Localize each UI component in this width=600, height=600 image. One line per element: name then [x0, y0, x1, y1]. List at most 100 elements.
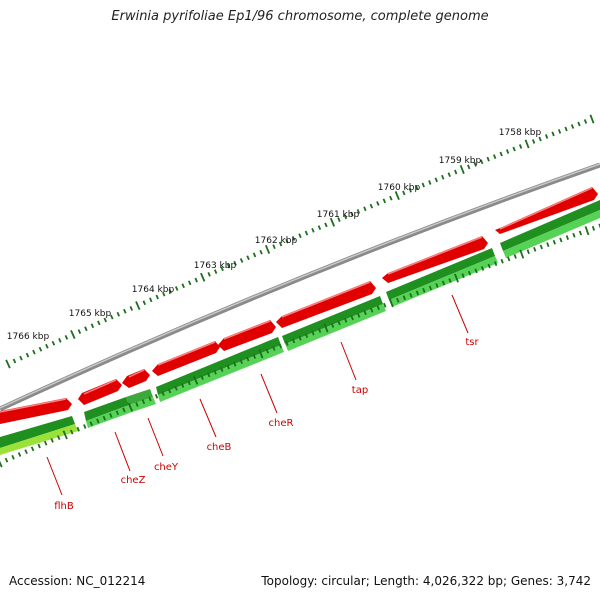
ruler-tick — [97, 320, 101, 326]
ruler-tick — [207, 372, 211, 378]
ruler-tick — [546, 242, 550, 248]
ruler-tick — [428, 180, 432, 185]
ruler-tick — [291, 236, 296, 241]
ruler-label: 1761 kbp — [317, 210, 360, 220]
label-pointer — [46, 456, 63, 496]
ruler-tick — [168, 288, 172, 294]
reverse-gene-arrow[interactable] — [285, 304, 386, 351]
reverse-gene-arrow[interactable] — [282, 296, 383, 344]
gene-label-cheZ[interactable]: cheZ — [121, 475, 146, 486]
ruler-tick — [363, 206, 367, 212]
ruler-tick — [467, 270, 472, 276]
ruler-tick — [376, 305, 380, 311]
ruler-tick — [382, 198, 387, 204]
ruler-tick — [591, 225, 596, 231]
ruler-tick — [589, 114, 595, 124]
forward-gene-shine — [0, 187, 593, 413]
ruler-tick — [220, 367, 224, 372]
ruler-tick — [264, 244, 271, 254]
ruler-tick — [200, 272, 206, 282]
reverse-gene-arrow[interactable] — [0, 416, 75, 448]
label-pointer — [147, 417, 164, 457]
ruler-tick — [291, 338, 296, 344]
ruler-tick — [583, 119, 588, 124]
ruler-tick — [369, 203, 374, 209]
ruler-tick — [317, 225, 322, 230]
ruler-tick — [551, 131, 555, 137]
ruler-tick — [278, 343, 283, 349]
ruler-tick — [96, 418, 100, 424]
ruler-tick — [531, 139, 536, 144]
forward-gene-arrow[interactable] — [276, 281, 376, 328]
gene-label-tap[interactable]: tap — [352, 385, 368, 396]
ruler-tick — [45, 343, 49, 349]
ruler-tick — [12, 358, 17, 364]
ruler-tick — [149, 297, 153, 303]
ruler-tick — [17, 452, 22, 457]
forward-gene-arrow[interactable] — [382, 236, 488, 283]
ruler-tick — [415, 185, 419, 191]
ruler-tick — [524, 139, 530, 149]
ruler-tick — [180, 383, 185, 388]
gene-label-flhB[interactable]: flhB — [54, 501, 74, 512]
forward-gene-arrow[interactable] — [152, 341, 220, 376]
ruler-tick — [89, 421, 94, 427]
ruler-tick — [577, 121, 581, 127]
ruler-labels: 1766 kbp 1765 kbp 1764 kbp 1763 kbp 1762… — [7, 128, 542, 342]
ruler-tick — [329, 217, 336, 227]
ruler-tick — [252, 354, 257, 359]
topology-text: Topology: circular; Length: 4,026,322 bp… — [261, 574, 591, 588]
forward-gene-arrow[interactable] — [78, 379, 122, 405]
ruler-tick — [62, 430, 68, 440]
ruler-tick — [578, 230, 583, 236]
ruler-tick — [50, 438, 54, 443]
ruler-tick — [421, 182, 425, 188]
ruler-tick — [233, 260, 237, 266]
ruler-tick — [473, 161, 477, 167]
reverse-gene-arrow[interactable] — [84, 397, 129, 421]
ruler-tick — [557, 129, 562, 134]
ruler-tick — [552, 239, 556, 245]
ruler-tick — [0, 460, 3, 468]
forward-gene-arrow[interactable] — [122, 369, 150, 388]
ruler-tick — [19, 355, 23, 361]
forward-gene-arrow[interactable] — [0, 398, 72, 424]
ruler-tick — [154, 393, 159, 399]
reverse-gene-arrow[interactable] — [158, 345, 284, 402]
reverse-gene-arrow[interactable] — [386, 248, 495, 300]
reverse-gene-arrow[interactable] — [500, 200, 600, 251]
ruler-tick — [226, 364, 230, 370]
label-pointer — [260, 373, 278, 414]
ruler-tick — [193, 375, 199, 385]
reverse-gene-arrow[interactable] — [503, 210, 600, 258]
ruler-tick — [486, 156, 490, 162]
gene-label-tsr[interactable]: tsr — [465, 337, 479, 348]
ruler-tick — [370, 307, 374, 313]
ruler-label: 1764 kbp — [132, 285, 175, 295]
gene-label-cheY[interactable]: cheY — [154, 462, 179, 473]
reverse-gene-arrow[interactable] — [0, 424, 78, 455]
ruler-tick — [422, 287, 426, 293]
gene-label-cheB[interactable]: cheB — [207, 442, 232, 453]
backbone-highlight — [0, 163, 600, 409]
ruler-tick — [323, 323, 329, 333]
gene-label-cheR[interactable]: cheR — [269, 418, 294, 429]
ruler-tick — [559, 237, 563, 243]
forward-gene-arrow[interactable] — [218, 320, 276, 351]
ruler-tick — [441, 280, 446, 286]
ruler-tick — [84, 326, 88, 332]
label-pointer — [199, 398, 217, 438]
ruler-tick — [181, 283, 185, 289]
ruler-label: 1762 kbp — [255, 236, 298, 246]
ruler-tick — [129, 306, 134, 311]
forward-gene-arrow[interactable] — [495, 187, 598, 234]
ruler-tick — [148, 396, 152, 402]
ruler-tick — [103, 317, 108, 323]
ruler-tick — [4, 457, 9, 463]
ruler-tick — [258, 349, 264, 359]
reverse-gene-arrow[interactable] — [156, 337, 281, 395]
reverse-gene-arrow[interactable] — [129, 397, 156, 412]
ruler-tick — [64, 335, 69, 340]
reverse-gene-arrow[interactable] — [126, 389, 153, 405]
